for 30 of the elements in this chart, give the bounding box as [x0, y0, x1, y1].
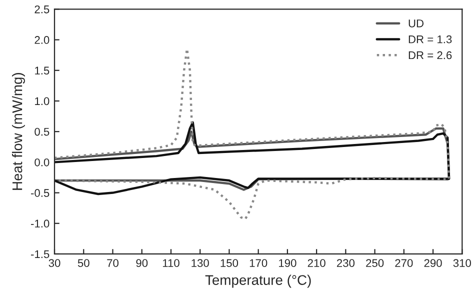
x-tick-label: 230	[336, 259, 355, 268]
y-axis-title: Heat flow (mW/mg)	[12, 73, 25, 190]
y-tick-label: 1.5	[35, 66, 50, 75]
x-tick-label: 70	[107, 259, 118, 268]
y-tick-label: 2.0	[34, 36, 50, 44]
y-tick-label: -1.0	[31, 220, 50, 228]
x-tick-label: 90	[136, 259, 148, 268]
x-tick-label: 170	[250, 259, 268, 268]
y-tick-label: 2.5	[34, 5, 50, 14]
y-tick-label: 0.5	[34, 128, 50, 136]
line-series	[54, 48, 450, 220]
y-tick-label: 1.0	[35, 97, 50, 106]
legend-label: DR = 2.6	[408, 51, 452, 60]
x-tick-label: 250	[366, 259, 384, 268]
x-tick-label: 30	[48, 259, 60, 268]
x-tick-label: 290	[424, 259, 442, 268]
x-tick-label: 190	[279, 259, 296, 268]
x-axis-title: Temperature (°C)	[205, 274, 311, 288]
legend-label: UD	[408, 20, 424, 28]
x-tick-label: 150	[220, 259, 238, 268]
x-tick-label: 130	[192, 259, 209, 268]
y-tick-label: 0.0	[34, 158, 50, 166]
x-tick-label: 210	[308, 259, 326, 268]
x-tick-label: 110	[162, 259, 180, 268]
y-tick-label: -0.5	[31, 189, 50, 197]
x-tick-label: 50	[78, 259, 90, 268]
x-tick-label: 270	[395, 259, 413, 268]
legend-label: DR = 1.3	[408, 35, 452, 44]
y-tick-label: -1.5	[31, 250, 50, 258]
x-tick-label: 310	[453, 259, 471, 268]
